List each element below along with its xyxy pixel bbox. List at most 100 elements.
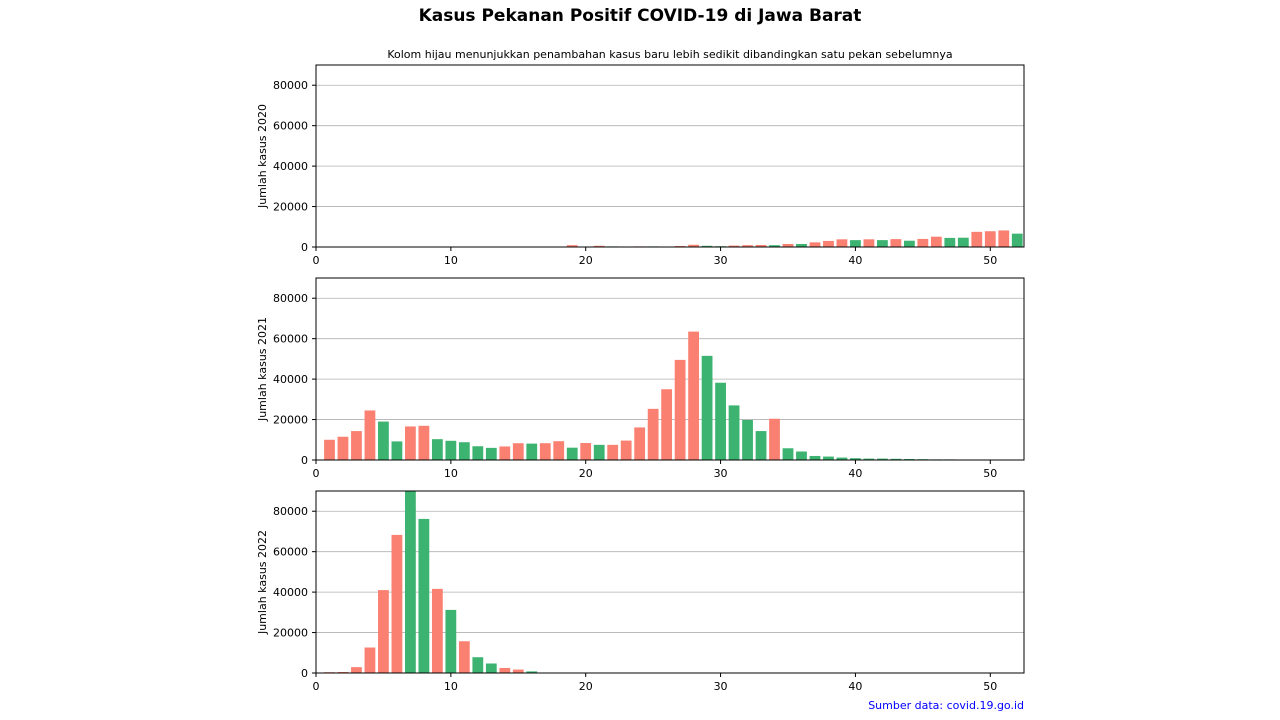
bar [391, 441, 403, 460]
y-tick-label: 40000 [273, 586, 308, 599]
x-tick-label: 50 [983, 254, 997, 267]
bar [539, 443, 551, 460]
bar [512, 669, 524, 673]
bar [634, 427, 646, 460]
y-tick-label: 60000 [273, 333, 308, 346]
chart-subtitle: Kolom hijau menunjukkan penambahan kasus… [387, 48, 953, 61]
bar [796, 243, 807, 247]
bar [769, 245, 780, 247]
bar [755, 431, 767, 460]
bar [472, 446, 484, 460]
bar [499, 446, 511, 460]
bar [512, 443, 524, 460]
y-tick-label: 40000 [273, 373, 308, 386]
bar [836, 239, 848, 247]
plot-frame [315, 64, 1025, 248]
x-tick-label: 0 [313, 680, 320, 693]
bar [364, 410, 376, 460]
bar [445, 440, 457, 460]
bar [903, 240, 915, 247]
y-tick-label: 80000 [273, 292, 308, 305]
y-tick-label: 60000 [273, 120, 308, 133]
x-tick-label: 10 [444, 467, 458, 480]
bar [418, 518, 430, 673]
bar [850, 240, 861, 247]
bar [823, 240, 834, 247]
bar [1011, 233, 1023, 247]
x-tick-label: 20 [579, 680, 593, 693]
bar [458, 442, 470, 460]
bar [701, 355, 713, 460]
bar [405, 426, 416, 460]
bar [809, 455, 821, 460]
bar [593, 444, 605, 460]
bar [378, 421, 389, 460]
y-tick-label: 20000 [273, 627, 308, 640]
y-tick-label: 20000 [273, 201, 308, 214]
chart-title: Kasus Pekanan Positif COVID-19 di Jawa B… [418, 6, 862, 26]
x-tick-label: 0 [313, 467, 320, 480]
y-axis-label: Jumlah kasus 2020 [256, 104, 269, 209]
y-tick-label: 0 [301, 241, 308, 254]
bar [782, 448, 794, 460]
bar [823, 456, 834, 460]
y-tick-label: 80000 [273, 505, 308, 518]
bar [930, 236, 942, 247]
bar [526, 671, 538, 673]
bar [405, 491, 416, 673]
bar [431, 439, 443, 460]
bar [742, 245, 753, 247]
bar [351, 667, 362, 673]
y-tick-label: 80000 [273, 79, 308, 92]
bar [701, 245, 713, 247]
x-tick-label: 20 [579, 467, 593, 480]
bar [418, 425, 430, 460]
bar [445, 609, 457, 673]
x-tick-label: 30 [714, 254, 728, 267]
bar [836, 457, 848, 460]
bar [566, 245, 578, 247]
bar [688, 331, 699, 460]
bar [674, 245, 686, 247]
bar [472, 657, 484, 673]
bar [647, 408, 659, 460]
y-axis-label: Jumlah kasus 2022 [256, 530, 269, 635]
bar [458, 641, 470, 673]
bar [553, 441, 565, 460]
bar [364, 647, 376, 673]
x-tick-label: 30 [714, 467, 728, 480]
x-tick-label: 10 [444, 254, 458, 267]
bar [728, 405, 740, 460]
x-tick-label: 40 [848, 680, 862, 693]
x-tick-label: 20 [579, 254, 593, 267]
x-tick-label: 10 [444, 680, 458, 693]
bar [378, 590, 389, 673]
y-axis-label: Jumlah kasus 2021 [256, 317, 269, 422]
bar [728, 245, 740, 247]
bar [809, 242, 821, 247]
bar [607, 444, 619, 460]
bar [485, 663, 497, 673]
bar [903, 458, 915, 460]
y-tick-label: 20000 [273, 414, 308, 427]
plot-frame [315, 277, 1025, 461]
bar [337, 671, 349, 673]
y-tick-label: 60000 [273, 546, 308, 559]
bar [431, 588, 443, 673]
bar [850, 458, 861, 460]
y-tick-label: 0 [301, 454, 308, 467]
bar [620, 440, 632, 460]
bar [863, 239, 875, 247]
x-tick-label: 0 [313, 254, 320, 267]
bar [566, 447, 578, 460]
bar [782, 243, 794, 247]
bar [485, 447, 497, 460]
x-tick-label: 50 [983, 467, 997, 480]
bar [526, 443, 538, 460]
source-note: Sumber data: covid.19.go.id [868, 699, 1024, 712]
bar [674, 359, 686, 460]
bar [863, 458, 875, 460]
bar [715, 382, 726, 460]
bar [661, 389, 673, 460]
